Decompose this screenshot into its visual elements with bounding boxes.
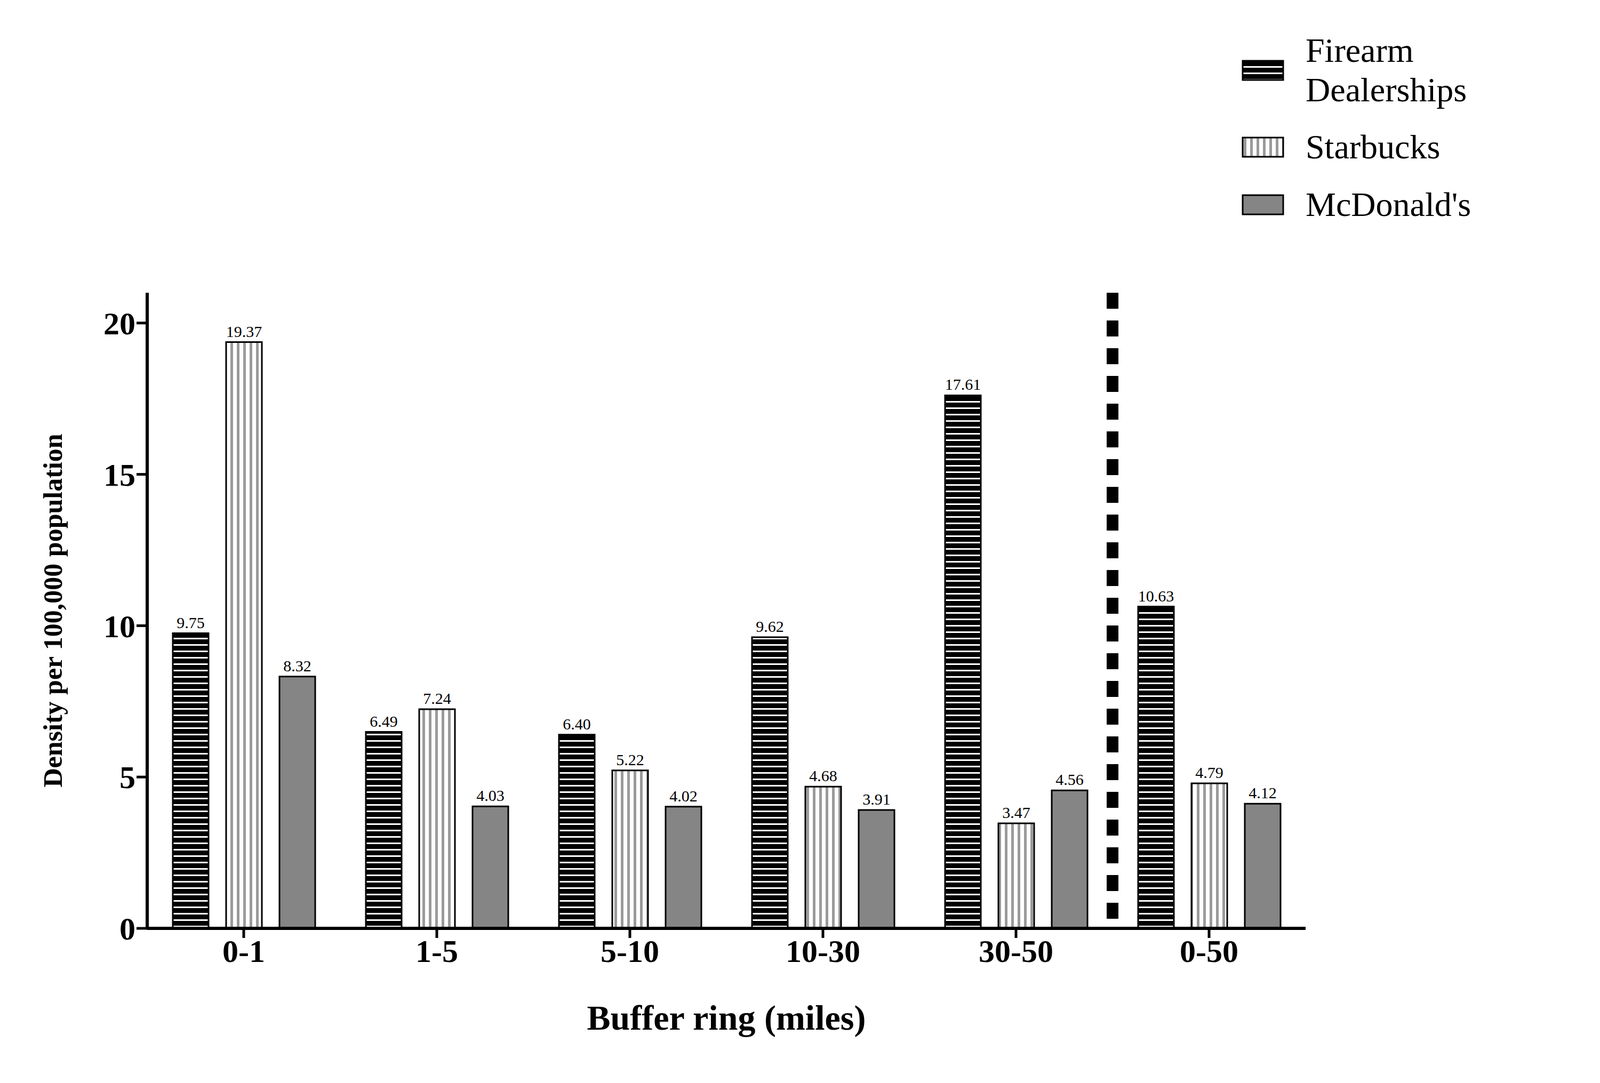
svg-text:3.91: 3.91 [862,790,891,808]
svg-text:10: 10 [103,609,136,645]
svg-text:4.68: 4.68 [809,766,838,785]
svg-text:8.32: 8.32 [283,657,312,675]
svg-text:30-50: 30-50 [978,933,1054,970]
svg-text:9.62: 9.62 [755,617,784,636]
svg-text:0: 0 [119,911,136,947]
svg-text:4.12: 4.12 [1248,784,1277,802]
svg-text:1-5: 1-5 [415,933,459,970]
svg-text:10.63: 10.63 [1138,587,1175,605]
svg-text:0-50: 0-50 [1179,933,1239,970]
svg-text:6.49: 6.49 [369,712,398,731]
svg-text:4.56: 4.56 [1055,770,1084,789]
svg-text:7.24: 7.24 [422,689,452,708]
svg-text:Buffer ring (miles): Buffer ring (miles) [586,998,866,1038]
svg-text:6.40: 6.40 [562,715,591,733]
svg-text:4.02: 4.02 [669,787,698,805]
svg-text:0-1: 0-1 [222,933,266,970]
svg-text:15: 15 [103,457,136,493]
html-text:Firearm Dealerships: Firearm Dealerships [1305,31,1467,109]
svg-text:4.79: 4.79 [1195,763,1224,782]
svg-text:Density per 100,000 population: Density per 100,000 population [37,433,68,788]
svg-text:19.37: 19.37 [226,322,263,341]
html-text:Starbucks: Starbucks [1305,128,1441,166]
svg-text:3.47: 3.47 [1002,803,1031,822]
svg-text:5-10: 5-10 [600,933,660,970]
html-text:McDonald's: McDonald's [1305,185,1472,224]
svg-text:5.22: 5.22 [616,750,645,769]
svg-text:20: 20 [103,306,136,342]
svg-text:17.61: 17.61 [945,375,982,394]
svg-text:4.03: 4.03 [476,786,505,805]
svg-text:9.75: 9.75 [176,613,205,632]
svg-text:10-30: 10-30 [785,933,861,970]
svg-text:5: 5 [119,760,136,796]
